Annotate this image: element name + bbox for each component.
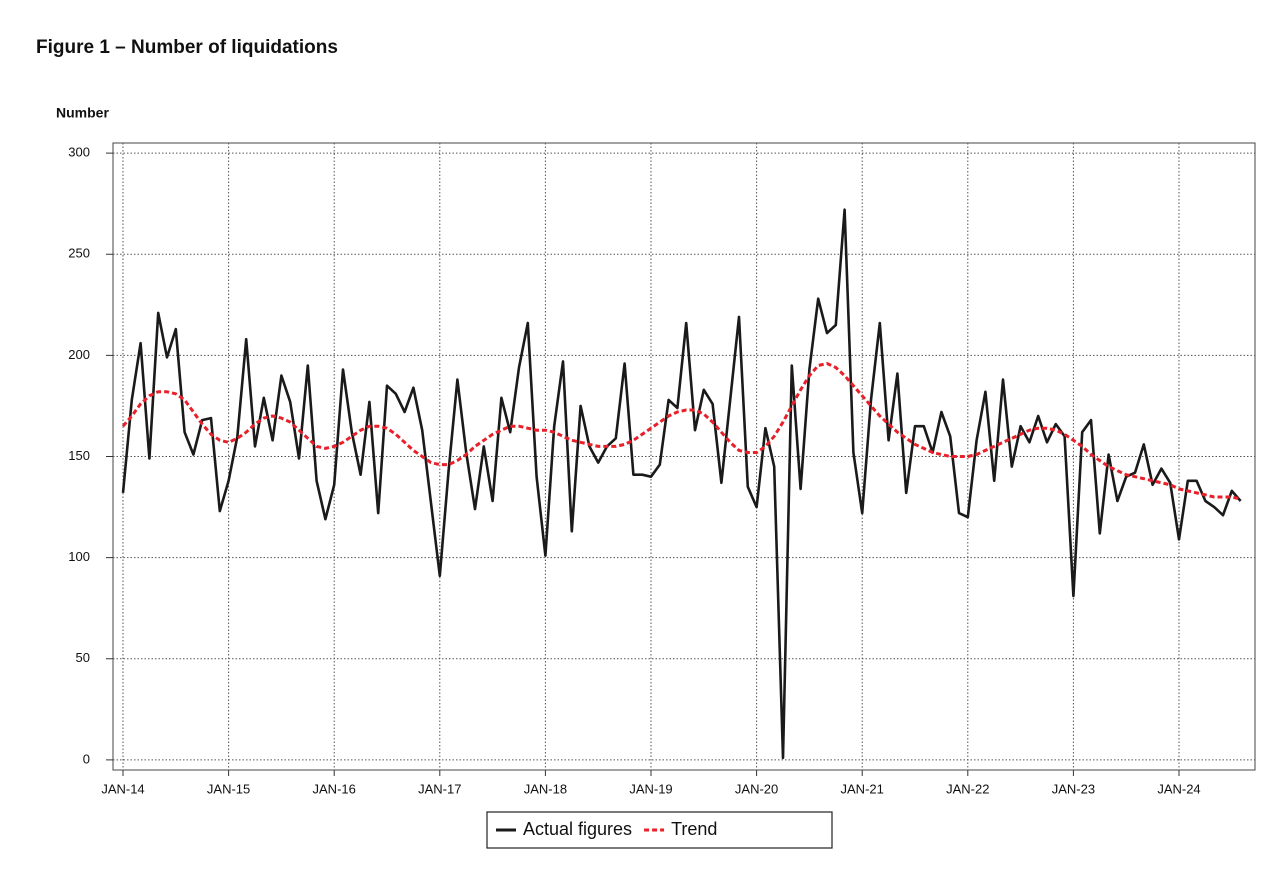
legend-label: Actual figures bbox=[523, 819, 632, 839]
x-tick-label: JAN-20 bbox=[735, 781, 778, 796]
y-tick-label: 50 bbox=[76, 650, 90, 665]
y-tick-label: 200 bbox=[68, 347, 90, 362]
x-tick-label: JAN-22 bbox=[946, 781, 989, 796]
y-tick-label: 250 bbox=[68, 246, 90, 261]
x-tick-label: JAN-19 bbox=[629, 781, 672, 796]
y-tick-label: 0 bbox=[83, 751, 90, 766]
x-tick-label: JAN-15 bbox=[207, 781, 250, 796]
legend-label: Trend bbox=[671, 819, 717, 839]
x-tick-label: JAN-14 bbox=[101, 781, 144, 796]
legend bbox=[486, 811, 833, 849]
grid bbox=[113, 143, 1255, 770]
x-tick-label: JAN-18 bbox=[524, 781, 567, 796]
x-tick-label: JAN-23 bbox=[1052, 781, 1095, 796]
series-line bbox=[121, 208, 1242, 760]
lines bbox=[121, 208, 1242, 760]
y-tick-label: 300 bbox=[68, 145, 90, 160]
chart-title: Figure 1 – Number of liquidations bbox=[36, 37, 338, 58]
y-tick-label: 150 bbox=[68, 448, 90, 463]
y-axis-label: Number bbox=[56, 105, 109, 121]
y-tick-label: 100 bbox=[68, 549, 90, 564]
series-line bbox=[121, 362, 1241, 501]
x-tick-label: JAN-21 bbox=[841, 781, 884, 796]
x-tick-label: JAN-24 bbox=[1157, 781, 1200, 796]
x-tick-label: JAN-16 bbox=[313, 781, 356, 796]
x-tick-label: JAN-17 bbox=[418, 781, 461, 796]
